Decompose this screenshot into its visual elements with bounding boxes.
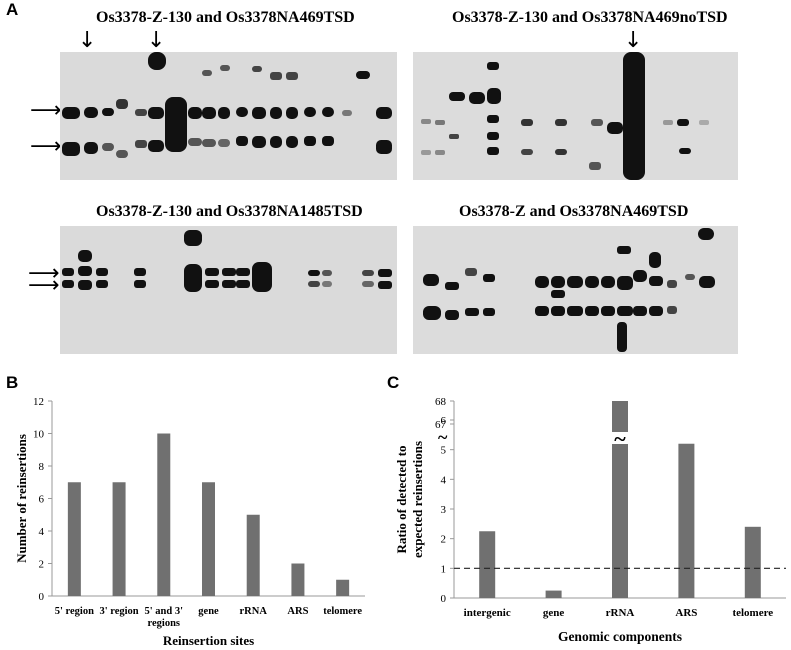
y-tick-label: 0 <box>39 591 45 603</box>
x-tick-label: gene <box>198 606 219 617</box>
blot-title-4: Os3378-Z and Os3378NA469TSD <box>459 203 689 220</box>
blot-title-2: Os3378-Z-130 and Os3378NA469noTSD <box>452 9 728 26</box>
y-tick-label: 6 <box>39 494 45 506</box>
bar <box>202 482 215 596</box>
bar <box>612 401 628 598</box>
right-arrow-icon: ⟶ <box>28 273 60 298</box>
x-tick-label: 5' and 3' <box>145 606 184 617</box>
y-axis-title: Number of reinsertions <box>14 434 29 563</box>
blot-image-3 <box>60 226 397 354</box>
right-arrow-icon: ⟶ <box>30 98 62 123</box>
y-tick-label: 68 <box>435 396 447 408</box>
bar <box>479 531 496 598</box>
y-axis-title: Ratio of detected toexpected reinsertion… <box>394 441 425 558</box>
y-tick-label: 6 <box>441 415 447 427</box>
y-tick-label: 1 <box>441 563 447 575</box>
panel-label-b: B <box>6 373 19 392</box>
bar <box>67 482 81 596</box>
y-tick-label: 12 <box>33 396 44 408</box>
y-tick-label: 0 <box>441 593 447 605</box>
y-tick-label: 10 <box>33 429 45 441</box>
y-tick-label: 2 <box>441 534 447 546</box>
right-arrow-icon: ⟶ <box>28 261 60 286</box>
x-axis-title: Genomic components <box>558 629 682 644</box>
bar <box>678 443 695 598</box>
y-tick-label: 3 <box>441 504 447 516</box>
bar <box>744 526 761 598</box>
x-tick-label: telomere <box>732 607 773 619</box>
panel-label-a: A <box>6 0 19 19</box>
x-tick-label: ARS <box>287 606 308 617</box>
x-tick-label: intergenic <box>464 607 511 619</box>
y-tick-label: 4 <box>39 526 45 538</box>
blot-title-3: Os3378-Z-130 and Os3378NA1485TSD <box>96 203 363 220</box>
blot-image-2 <box>413 52 738 180</box>
y-tick-label: 8 <box>39 461 45 473</box>
bar <box>545 590 562 598</box>
down-arrow-icon: ↓ <box>147 28 166 53</box>
chart-b: 0 2 4 6 8 10 12 5' region 3' region 5' and 3'regi… <box>14 396 365 648</box>
x-tick-label: telomere <box>323 606 362 617</box>
bar-break-gap <box>610 432 630 444</box>
x-tick-label: rRNA <box>606 607 635 619</box>
bar <box>336 579 350 596</box>
y-tick-label: 2 <box>39 559 45 571</box>
y-tick-label: 67 <box>435 419 447 431</box>
down-arrow-icon: ↓ <box>624 28 643 53</box>
x-tick-label: ARS <box>675 607 697 619</box>
bar <box>112 482 126 596</box>
y-tick-label: 4 <box>441 474 447 486</box>
x-axis-title: Reinsertion sites <box>163 633 254 648</box>
axis-break-mark: ~ <box>438 427 448 447</box>
bar <box>291 563 305 596</box>
x-tick-label: regions <box>148 618 180 629</box>
x-tick-label: 5' region <box>55 606 94 617</box>
bar-break-mark: ~ <box>614 426 626 451</box>
blot-image-1 <box>60 52 397 180</box>
bar <box>246 514 260 596</box>
x-tick-label: gene <box>543 607 565 619</box>
blot-title-1: Os3378-Z-130 and Os3378NA469TSD <box>96 9 355 26</box>
y-tick-label: 5 <box>441 445 447 457</box>
right-arrow-icon: ⟶ <box>30 134 62 159</box>
panel-label-c: C <box>387 373 400 392</box>
blot-image-4 <box>413 226 738 354</box>
chart-c: 0 1 2 3 4 5 667 68 ~ intergenic gene ~ rRNA ARS telome… <box>394 396 786 644</box>
x-tick-label: rRNA <box>240 606 268 617</box>
x-tick-label: 3' region <box>99 606 138 617</box>
bar <box>157 433 171 596</box>
down-arrow-icon: ↓ <box>78 28 97 53</box>
